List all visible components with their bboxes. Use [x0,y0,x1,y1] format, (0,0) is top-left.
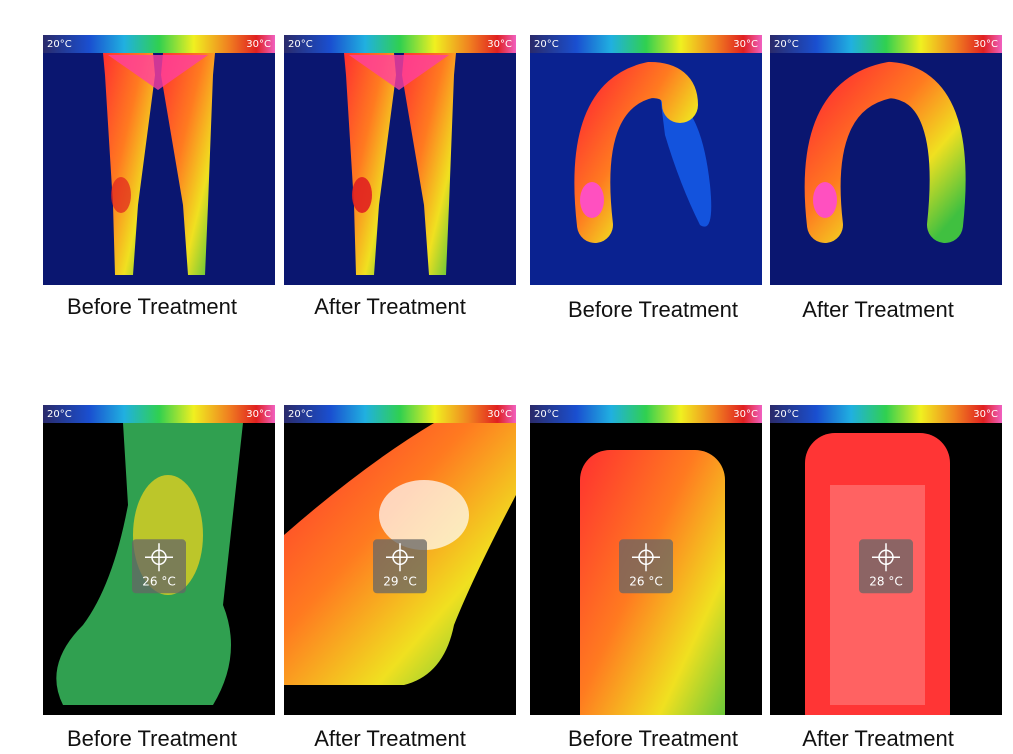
thermal-image: 20°C 30°C 28 °C [770,405,1002,715]
color-scale [530,405,762,423]
thermal-hot [111,177,131,213]
caption: After Treatment [314,294,466,319]
thermal-bg [43,53,275,285]
scale-min: 20°C [47,409,72,420]
crosshair [632,543,660,572]
thermal-body [161,53,215,275]
color-scale [770,35,1002,53]
color-scale [284,35,516,53]
caption: Before Treatment [568,297,738,322]
caption: After Treatment [802,726,954,751]
color-scale [43,35,275,53]
scale-min: 20°C [774,409,799,420]
color-scale [284,405,516,423]
thermal-hot [379,480,469,550]
scale-min: 20°C [288,409,313,420]
scale-max: 30°C [733,39,758,50]
scale-min: 20°C [288,39,313,50]
temperature-reading: 29 °C [383,574,416,588]
thermal-hot [830,485,925,705]
caption: After Treatment [314,726,466,751]
thermal-hot [813,182,837,218]
crosshair [145,543,173,572]
caption: After Treatment [802,297,954,322]
thermal-image: 20°C 30°C [530,35,762,285]
color-scale [770,405,1002,423]
thermal-image: 20°C 30°C [284,35,516,285]
scale-max: 30°C [733,409,758,420]
thermal-image: 20°C 30°C 26 °C [43,405,275,715]
thermal-image: 20°C 30°C 26 °C [530,405,762,715]
thermal-body [103,53,155,275]
thermal-hot [349,55,449,90]
thermal-bg [284,53,516,285]
color-scale [43,405,275,423]
thermal-hot [108,55,208,90]
scale-max: 30°C [487,39,512,50]
thermal-body [804,61,966,243]
thermal-image: 20°C 30°C 29 °C [284,405,516,715]
thermal-hot [352,177,372,213]
scale-max: 30°C [246,39,271,50]
scale-max: 30°C [246,409,271,420]
scale-max: 30°C [973,39,998,50]
temperature-reading: 28 °C [869,574,902,588]
temperature-reading: 26 °C [142,574,175,588]
scale-min: 20°C [774,39,799,50]
scale-max: 30°C [487,409,512,420]
caption: Before Treatment [568,726,738,751]
caption: Before Treatment [67,294,237,319]
temperature-reading: 26 °C [629,574,662,588]
scale-min: 20°C [47,39,72,50]
thermal-body [402,53,456,275]
scale-max: 30°C [973,409,998,420]
thermal-hot [580,182,604,218]
crosshair [386,543,414,572]
scale-min: 20°C [534,409,559,420]
color-scale [530,35,762,53]
thermal-body [344,53,396,275]
caption: Before Treatment [67,726,237,751]
thermal-cool [660,95,712,227]
thermal-image: 20°C 30°C [43,35,275,285]
thermal-body [574,61,698,243]
thermal-image: 20°C 30°C [770,35,1002,285]
scale-min: 20°C [534,39,559,50]
crosshair [872,543,900,572]
